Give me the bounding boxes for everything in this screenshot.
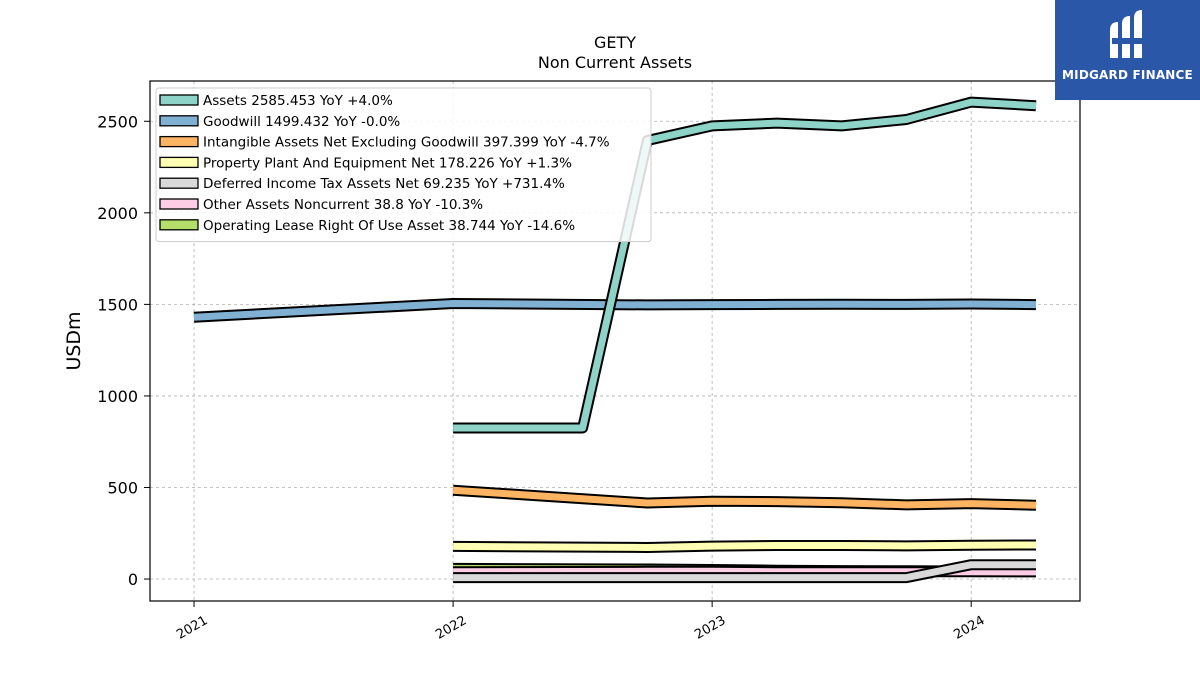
x-tick-label: 2022 (433, 613, 469, 643)
plot-frame (149, 80, 1081, 602)
series-fill (193, 300, 1037, 321)
legend: Assets 2585.453 YoY +4.0% Goodwill 1499.4… (155, 87, 652, 243)
legend-swatch (159, 135, 199, 148)
y-tick-label: 1500 (97, 295, 138, 314)
x-tick-label: 2024 (951, 613, 987, 643)
y-axis-label: USDm (63, 311, 85, 370)
y-tick-label: 1000 (97, 387, 138, 406)
x-tick-label: 2023 (692, 613, 728, 643)
legend-swatch (159, 177, 199, 189)
legend-entry: Other Assets Noncurrent 38.8 YoY -10.3% (203, 197, 483, 213)
series-fill (453, 561, 1036, 582)
legend-entry: Operating Lease Right Of Use Asset 38.74… (203, 218, 575, 234)
series-fill (453, 98, 1037, 432)
legend-box (155, 87, 652, 243)
brand-name: MIDGARD FINANCE (1062, 68, 1193, 82)
legend-entry: Assets 2585.453 YoY +4.0% (203, 93, 393, 109)
y-tick-label: 0 (128, 570, 138, 589)
brand-logo: MIDGARD FINANCE (1055, 0, 1200, 100)
series-line-5 (453, 559, 1036, 584)
legend-swatch (159, 156, 199, 169)
chart-title: GETY (594, 33, 636, 52)
x-tick-label: 2021 (174, 613, 210, 643)
series-line-3 (452, 484, 1037, 511)
legend-swatch (159, 219, 199, 231)
y-tick-label: 2000 (97, 204, 138, 223)
legend-entry: Deferred Income Tax Assets Net 69.235 Yo… (203, 176, 565, 192)
series-line-4 (453, 539, 1037, 553)
y-tick-label: 2500 (97, 112, 138, 131)
y-tick-label: 500 (107, 478, 138, 497)
legend-swatch (159, 115, 199, 127)
series-lines (193, 96, 1037, 584)
series-fill (453, 541, 1037, 551)
series-fill (452, 486, 1037, 509)
legend-swatch (159, 198, 199, 210)
legend-entry: Property Plant And Equipment Net 178.226… (203, 155, 572, 171)
legend-swatch (159, 94, 199, 106)
legend-entry: Intangible Assets Net Excluding Goodwill… (203, 135, 610, 151)
series-line-1 (453, 96, 1037, 434)
chart-subtitle: Non Current Assets (538, 53, 692, 72)
legend-entry: Goodwill 1499.432 YoY -0.0% (203, 114, 400, 130)
midgard-logo-icon (1109, 10, 1142, 58)
series-line-2 (193, 298, 1037, 323)
